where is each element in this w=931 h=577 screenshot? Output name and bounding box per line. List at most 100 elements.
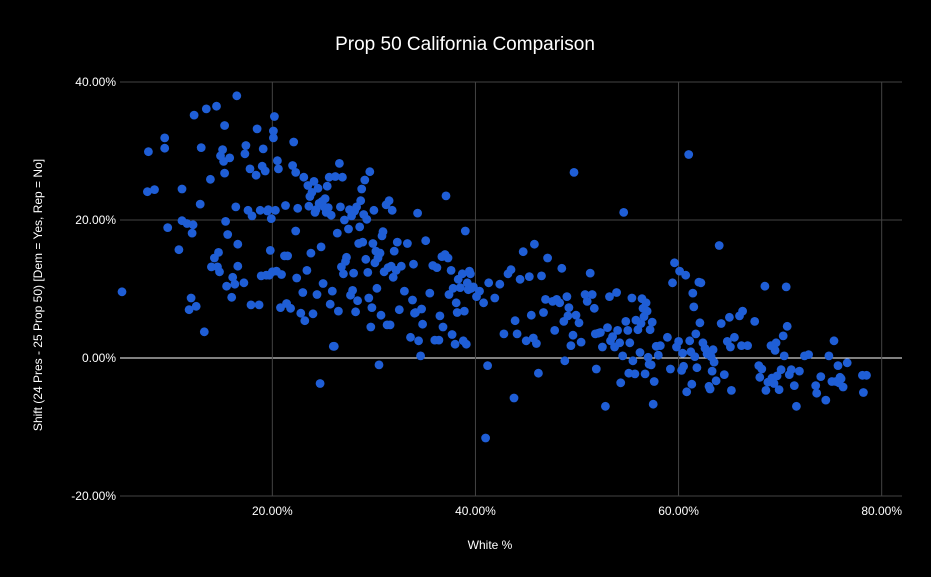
data-point [714,241,724,250]
data-point [291,168,301,177]
data-point [811,381,821,390]
data-point [312,290,322,299]
data-point [325,299,335,309]
data-point [630,369,640,379]
data-point [352,202,361,212]
data-point [618,351,628,361]
data-point [425,288,435,298]
data-point [591,364,601,374]
data-point [255,205,265,215]
data-point [645,325,655,335]
data-point [760,281,770,291]
data-point [779,351,789,361]
data-point [707,366,717,376]
data-point [643,352,653,362]
data-point [233,239,243,249]
data-point [612,288,621,297]
x-axis-ticks: 20.00% 40.00% 60.00% 80.00% [252,504,902,518]
data-point [413,208,422,218]
data-point [348,286,357,295]
chart-title: Prop 50 California Comparison [335,34,595,55]
data-point [685,336,695,346]
data-point [534,368,543,378]
data-point [562,292,572,301]
data-point [349,268,358,278]
data-point [286,303,295,313]
data-point [196,143,206,153]
data-point [296,308,306,318]
data-point [769,379,779,388]
data-point [273,156,282,166]
data-point [432,263,442,272]
data-point [274,164,283,174]
data-point [635,348,645,357]
data-point [392,237,402,247]
data-point [223,230,233,239]
data-point [695,318,705,328]
data-point [499,329,509,339]
data-point [435,311,445,321]
data-point [451,298,461,308]
data-point [396,261,406,271]
data-point [778,331,788,341]
data-point [730,332,739,342]
x-tick-label: 20.00% [252,504,293,518]
data-point [605,292,614,301]
data-point [526,310,536,320]
data-point [241,141,251,150]
data-point [727,386,736,395]
data-point [309,177,319,186]
data-point [363,268,373,277]
data-point [199,327,209,337]
data-point [690,352,700,361]
data-point [366,322,376,332]
data-point [351,307,360,317]
data-point [191,301,201,311]
data-point [357,184,367,194]
data-point [447,330,457,339]
data-point [786,365,796,375]
data-point [372,283,382,293]
data-point [289,137,299,147]
data-point [207,262,216,272]
data-point [320,194,330,204]
data-point [334,306,343,316]
y-tick-label: -20.00% [71,489,116,503]
data-point [252,124,262,134]
data-point [378,227,388,237]
data-point [218,145,228,155]
data-point [530,239,539,249]
data-point [613,326,622,335]
data-point [524,272,534,281]
data-point [550,326,560,335]
data-point [543,253,552,263]
x-axis-label: White % [468,538,513,552]
data-point [385,320,395,330]
data-point [144,147,153,157]
data-point [452,308,462,317]
data-point [709,357,719,367]
data-point [344,224,353,234]
data-point [318,279,328,288]
data-point [300,316,310,326]
data-point [269,133,278,143]
data-point [293,203,303,213]
data-point [574,318,584,328]
data-point [117,287,127,297]
data-point [358,237,368,247]
data-point [265,246,275,255]
data-point [332,228,342,238]
data-point [281,201,290,210]
data-point [757,364,767,374]
data-point [368,239,378,248]
data-point [239,278,249,288]
data-point [688,288,698,298]
data-point [375,248,385,258]
data-point [836,374,846,384]
x-tick-label: 80.00% [861,504,902,518]
data-point [418,319,427,329]
data-point [518,247,528,257]
data-point [589,303,599,313]
data-point [585,268,595,278]
data-point [557,263,567,273]
